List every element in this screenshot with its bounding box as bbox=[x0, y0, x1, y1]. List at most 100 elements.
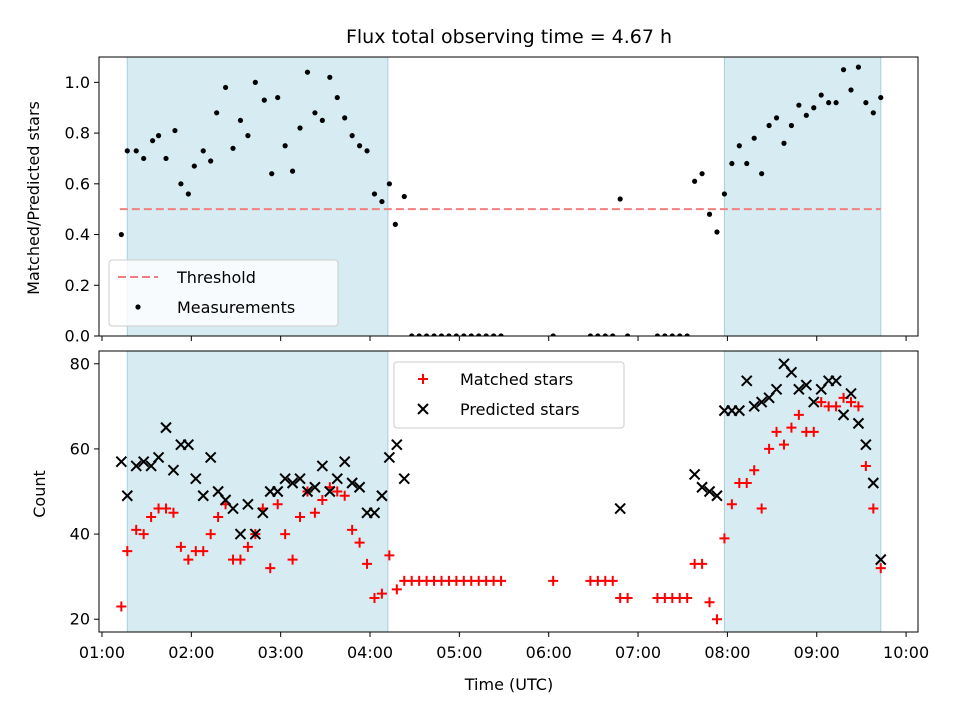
measurement-point bbox=[237, 117, 244, 124]
measurement-point bbox=[759, 171, 765, 177]
measurement-point bbox=[491, 333, 497, 336]
chart-title: Flux total observing time = 4.67 h bbox=[346, 26, 672, 48]
predicted-star-marker bbox=[696, 481, 708, 493]
measurement-point bbox=[214, 110, 220, 116]
predicted-star-marker bbox=[338, 455, 351, 468]
predicted-star-marker bbox=[353, 481, 366, 493]
x-tick-label: 07:00 bbox=[615, 643, 661, 662]
predicted-star-marker bbox=[770, 383, 783, 396]
measurement-point bbox=[803, 112, 809, 118]
measurement-point bbox=[319, 117, 325, 124]
measurement-point bbox=[364, 148, 370, 154]
y-tick-label: 80 bbox=[70, 354, 90, 373]
measurement-point bbox=[476, 333, 482, 336]
measurement-point bbox=[863, 100, 869, 106]
predicted-star-marker bbox=[614, 502, 626, 515]
predicted-star-marker bbox=[733, 404, 746, 417]
measurement-point bbox=[163, 155, 169, 162]
predicted-star-marker bbox=[376, 490, 388, 502]
measurement-point bbox=[744, 160, 750, 167]
measurement-point bbox=[252, 79, 258, 85]
predicted-star-marker bbox=[755, 396, 768, 408]
predicted-star-marker bbox=[867, 477, 880, 489]
predicted-star-marker bbox=[234, 528, 247, 540]
x-tick-label: 01:00 bbox=[79, 643, 125, 662]
measurement-point bbox=[349, 133, 355, 139]
matched-star-marker bbox=[749, 465, 760, 476]
matched-star-marker bbox=[131, 524, 142, 535]
predicted-star-marker bbox=[197, 490, 209, 502]
measurement-point bbox=[602, 333, 608, 336]
measurement-point bbox=[498, 333, 504, 336]
x-axis-label: Time (UTC) bbox=[464, 675, 553, 694]
measurement-point bbox=[684, 333, 690, 336]
predicted-star-marker bbox=[294, 473, 306, 485]
x-tick-label: 03:00 bbox=[258, 643, 304, 662]
legend-measurements-label: Measurements bbox=[177, 298, 295, 317]
measurement-point bbox=[729, 160, 735, 167]
matched-star-marker bbox=[339, 490, 350, 501]
predicted-star-marker bbox=[121, 490, 134, 502]
measurement-point bbox=[654, 333, 661, 336]
x-tick-label: 06:00 bbox=[526, 643, 572, 662]
matched-star-marker bbox=[704, 597, 715, 608]
measurement-point bbox=[714, 229, 720, 235]
predicted-star-marker bbox=[182, 438, 195, 451]
measurement-point bbox=[327, 74, 333, 80]
predicted-star-marker bbox=[845, 387, 857, 400]
predicted-star-marker bbox=[316, 460, 329, 472]
matched-star-marker bbox=[362, 558, 373, 569]
measurement-point bbox=[230, 145, 236, 151]
measurement-point bbox=[610, 333, 616, 336]
measurement-point bbox=[185, 191, 191, 197]
matched-star-marker bbox=[391, 584, 402, 595]
axes-frame bbox=[98, 56, 919, 337]
measurement-point bbox=[118, 231, 124, 238]
predicted-star-marker bbox=[286, 477, 299, 489]
matched-star-marker bbox=[622, 592, 633, 603]
y-tick-label: 0.6 bbox=[65, 174, 90, 193]
predicted-star-marker bbox=[785, 366, 798, 378]
matched-star-marker bbox=[786, 422, 797, 433]
predicted-star-marker bbox=[703, 485, 716, 498]
matched-star-marker bbox=[548, 575, 559, 586]
measurement-point bbox=[453, 333, 459, 336]
measurement-point bbox=[208, 158, 214, 164]
x-tick-label: 05:00 bbox=[436, 643, 482, 662]
predicted-star-marker bbox=[808, 396, 820, 408]
predicted-star-marker bbox=[830, 375, 842, 387]
matched-star-marker bbox=[122, 546, 133, 557]
matched-star-marker bbox=[875, 563, 886, 574]
matched-star-marker bbox=[868, 503, 879, 514]
shaded-interval bbox=[724, 57, 881, 336]
measurement-point bbox=[818, 92, 824, 98]
measurement-point bbox=[483, 333, 489, 336]
matched-star-marker bbox=[376, 588, 387, 599]
matched-star-marker bbox=[116, 601, 127, 612]
x-tick-label: 08:00 bbox=[704, 643, 750, 662]
measurement-point bbox=[178, 181, 184, 187]
y-tick-label: 0.8 bbox=[65, 124, 90, 143]
y-tick-label: 1.0 bbox=[65, 73, 90, 92]
predicted-star-marker bbox=[383, 451, 396, 464]
predicted-star-marker bbox=[688, 468, 701, 481]
matched-star-marker bbox=[146, 512, 157, 523]
measurement-point bbox=[878, 94, 884, 101]
data-points bbox=[118, 64, 884, 336]
matched-star-marker bbox=[183, 554, 194, 565]
measurement-point bbox=[304, 69, 311, 75]
predicted-star-marker bbox=[875, 553, 887, 566]
measurement-point bbox=[736, 143, 742, 149]
predicted-star-marker bbox=[152, 451, 165, 464]
matched-star-marker bbox=[287, 554, 298, 565]
measurement-point bbox=[342, 115, 348, 121]
predicted-star-marker bbox=[852, 417, 865, 430]
measurement-point bbox=[468, 333, 474, 336]
measurement-point bbox=[312, 110, 318, 116]
measurement-point bbox=[833, 100, 839, 106]
predicted-star-marker bbox=[309, 481, 321, 493]
predicted-star-marker bbox=[837, 409, 850, 421]
measurement-point bbox=[124, 148, 130, 154]
measurement-point bbox=[275, 94, 281, 101]
